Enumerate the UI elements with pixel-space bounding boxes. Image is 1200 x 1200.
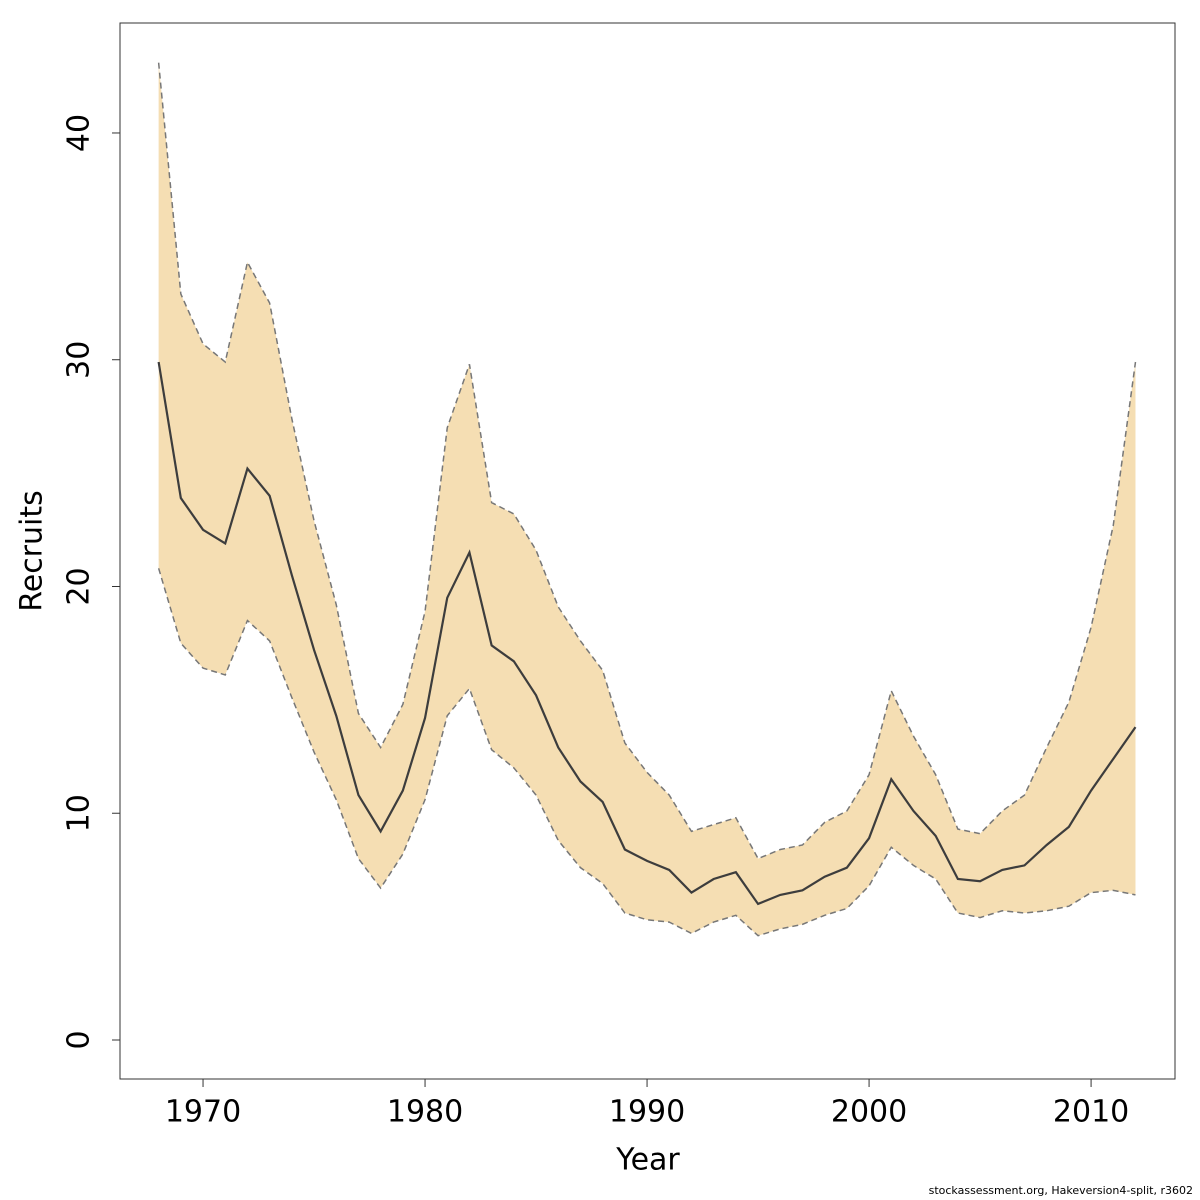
x-tick-label: 1980: [387, 1095, 463, 1130]
y-tick-label: 10: [62, 794, 97, 832]
y-tick-label: 40: [62, 114, 97, 152]
y-axis-title: Recruits: [15, 490, 50, 612]
median-line: [157, 361, 1137, 906]
upper-bound-line: [157, 62, 1137, 860]
x-tick-label: 2010: [1053, 1095, 1129, 1130]
lower-bound-line: [157, 568, 1136, 937]
x-axis-title: Year: [615, 1143, 680, 1178]
y-tick-label: 0: [62, 1030, 97, 1049]
footnote: stockassessment.org, Hakeversion4-split,…: [929, 1184, 1193, 1197]
x-tick-label: 2000: [831, 1095, 907, 1130]
confidence-band: [158, 62, 1136, 936]
y-tick-label: 30: [62, 341, 97, 379]
x-tick-label: 1970: [165, 1095, 241, 1130]
y-tick-label: 20: [62, 567, 97, 605]
x-tick-label: 1990: [609, 1095, 685, 1130]
